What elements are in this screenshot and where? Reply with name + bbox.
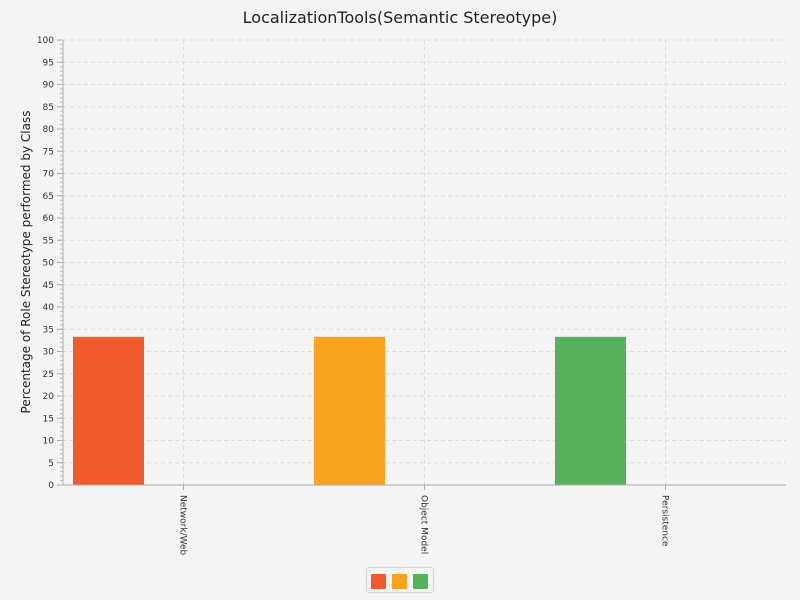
y-tick-label: 10 [43, 437, 55, 447]
y-axis-label: Percentage of Role Stereotype performed … [19, 111, 33, 414]
y-tick-label: 100 [37, 36, 54, 46]
y-tick-label: 45 [43, 281, 54, 291]
y-tick-label: 70 [43, 170, 55, 180]
y-tick-label: 90 [43, 81, 55, 91]
y-tick-label: 25 [43, 370, 54, 380]
bar-persistence [555, 336, 626, 485]
chart-title: LocalizationTools(Semantic Stereotype) [243, 8, 558, 27]
x-tick-label: Persistence [660, 495, 670, 547]
bars-group [73, 336, 626, 485]
x-tick-label: Network/Web [178, 495, 188, 556]
y-tick-label: 80 [43, 125, 55, 135]
bar-network-web [73, 336, 144, 485]
axes [57, 39, 786, 490]
y-tick-label: 65 [43, 192, 54, 202]
y-tick-label: 85 [43, 103, 54, 113]
y-tick-label: 60 [43, 214, 55, 224]
x-tick-label: Object Model [419, 495, 429, 554]
y-tick-label: 95 [43, 58, 54, 68]
y-tick-label: 75 [43, 147, 54, 157]
y-tick-label: 50 [43, 259, 55, 269]
x-tick-labels: Network/Web Object Model Persistence [178, 495, 670, 556]
y-tick-labels: 0 5 10 15 20 25 30 35 40 45 50 55 60 65 70 75 80 85 90 95 10… [37, 36, 54, 491]
y-tick-label: 40 [43, 303, 55, 313]
legend [366, 567, 434, 593]
legend-swatch [413, 574, 428, 589]
legend-swatch [392, 574, 407, 589]
grid-lines [63, 39, 786, 485]
y-tick-label: 55 [43, 236, 54, 246]
y-tick-label: 35 [43, 325, 54, 335]
y-tick-label: 0 [48, 481, 54, 491]
bar-object-model [314, 336, 385, 485]
y-tick-label: 15 [43, 414, 54, 424]
legend-swatch [371, 574, 386, 589]
y-tick-label: 20 [43, 392, 55, 402]
y-tick-label: 5 [48, 459, 54, 469]
y-tick-label: 30 [43, 348, 55, 358]
